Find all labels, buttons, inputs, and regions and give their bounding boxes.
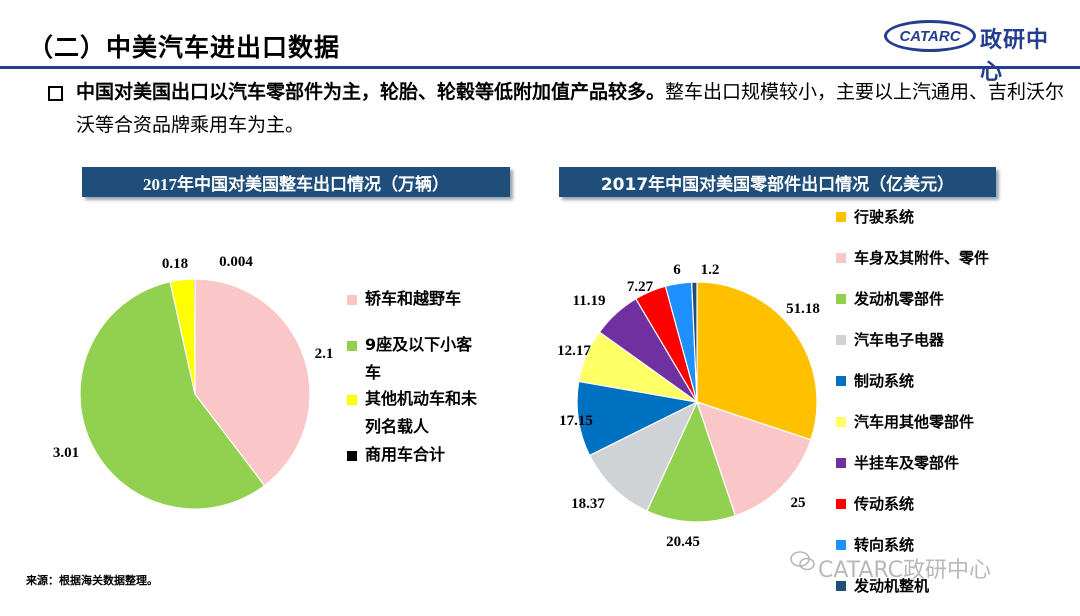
data-label-4: 0.004 [219, 254, 253, 270]
legend-item-1: 轿车和越野车 [347, 286, 507, 312]
legend-item-8: 传动系统 [836, 493, 1036, 534]
legend-item-7: 半挂车及零部件 [836, 452, 1036, 493]
bullet-bold-text: 中国对美国出口以汽车零部件为主，轮胎、轮毂等低附加值产品较多。 [76, 81, 666, 103]
data-label-2: 25 [791, 495, 806, 511]
wechat-icon [790, 551, 815, 571]
data-label-9: 6 [673, 262, 681, 278]
data-label-8: 7.27 [627, 279, 654, 295]
legend-swatch [347, 341, 357, 351]
legend-label: 列名载人 [365, 417, 430, 436]
legend-parts: 行驶系统车身及其附件、零件 发动机零部件 汽车电子电器 制动系统汽车用其他零部件 半挂车… [836, 206, 1036, 616]
legend-label: 制动系统 [854, 372, 915, 390]
logo-oval: CATARC [884, 20, 976, 52]
bullet-regular-text: 整车出口规模较小，主要以上汽通用、吉利沃尔沃等合资品牌乘用车为主。 [76, 81, 1065, 136]
data-label-1: 51.18 [786, 301, 820, 317]
legend-swatch [347, 451, 357, 461]
pie-slice-5 [576, 380, 699, 457]
bullet-text: 中国对美国出口以汽车零部件为主，轮胎、轮毂等低附加值产品较多。整车出口规模较小，… [76, 76, 1066, 142]
legend-swatch [836, 417, 846, 427]
pie-chart-vehicles: 2.1 3.01 0.18 0.004 [53, 254, 334, 510]
pie-slice-4 [588, 400, 699, 512]
legend-item-3: 发动机零部件 [836, 288, 1036, 329]
legend-label: 车 [365, 363, 382, 382]
legend-item-3: 其他机动车和未 列名载人 [347, 386, 507, 440]
legend-swatch [836, 294, 846, 304]
legend-swatch [836, 581, 846, 591]
legend-swatch [836, 335, 846, 345]
pie-slice-4 [194, 278, 196, 395]
legend-swatch [836, 376, 846, 386]
data-label-3: 0.18 [162, 256, 188, 272]
chart-2-title: 2017年中国对美国零部件出口情况（亿美元） [559, 167, 996, 197]
data-label-5: 17.15 [559, 413, 593, 429]
header-rule [0, 66, 1080, 69]
data-label-10: 1.2 [701, 262, 720, 278]
logo-mark: CATARC [899, 27, 961, 45]
data-label-6: 12.17 [557, 343, 591, 359]
pie-slice-2 [79, 281, 266, 510]
legend-label: 转向系统 [854, 536, 915, 554]
legend-swatch [836, 540, 846, 550]
legend-label: 商用车合计 [365, 445, 446, 464]
legend-item-4: 商用车合计 [347, 442, 507, 468]
pie-slice-1 [194, 278, 311, 487]
legend-label: 发动机整机 [854, 577, 930, 595]
legend-swatch [836, 212, 846, 222]
chart-1-title: 2017年中国对美国整车出口情况（万辆） [82, 167, 510, 197]
legend-swatch [836, 458, 846, 468]
legend-swatch [836, 499, 846, 509]
data-label-7: 11.19 [573, 293, 606, 309]
legend-item-2: 9座及以下小客车 [347, 332, 507, 386]
legend-vehicles: 轿车和越野车 9座及以下小客车其他机动车和未 列名载人 商用车合计 [347, 286, 507, 468]
bullet-checkbox-icon [48, 86, 63, 101]
legend-item-1: 行驶系统 [836, 206, 1036, 247]
legend-item-10: 发动机整机 [836, 575, 1036, 616]
legend-item-2: 车身及其附件、零件 [836, 247, 1036, 288]
pie-slice-1 [696, 281, 818, 441]
watermark: CATARC政研中心 [818, 558, 992, 583]
pie-chart-parts: 51.18 25 20.45 18.37 17.15 12.17 11.19 7.27 6 1.2 [557, 262, 820, 550]
legend-label: 车身及其附件、零件 [854, 249, 990, 267]
legend-item-5: 制动系统 [836, 370, 1036, 411]
legend-label: 汽车电子电器 [854, 331, 945, 349]
legend-label: 行驶系统 [854, 208, 915, 226]
legend-label: 9座及以下小客 [365, 335, 473, 354]
legend-label: 汽车用其他零部件 [854, 413, 975, 431]
source-note: 来源：根据海关数据整理。 [26, 574, 158, 587]
data-label-4: 18.37 [571, 496, 605, 512]
legend-label: 轿车和越野车 [365, 289, 462, 308]
legend-swatch [347, 395, 357, 405]
legend-swatch [836, 253, 846, 263]
legend-item-6: 汽车用其他零部件 [836, 411, 1036, 452]
legend-label: 发动机零部件 [854, 290, 945, 308]
legend-item-9: 转向系统 [836, 534, 1036, 575]
page-title: （二）中美汽车进出口数据 [28, 33, 341, 62]
pie-slice-2 [696, 401, 812, 517]
legend-label: 半挂车及零部件 [854, 454, 960, 472]
legend-label: 传动系统 [854, 495, 915, 513]
data-label-2: 3.01 [53, 445, 79, 461]
pie-slice-3 [646, 400, 737, 523]
legend-item-4: 汽车电子电器 [836, 329, 1036, 370]
legend-label: 其他机动车和未 [365, 389, 478, 408]
pie-slice-10 [691, 281, 698, 403]
legend-swatch [347, 295, 357, 305]
data-label-3: 20.45 [666, 534, 700, 550]
data-label-1: 2.1 [315, 346, 334, 362]
